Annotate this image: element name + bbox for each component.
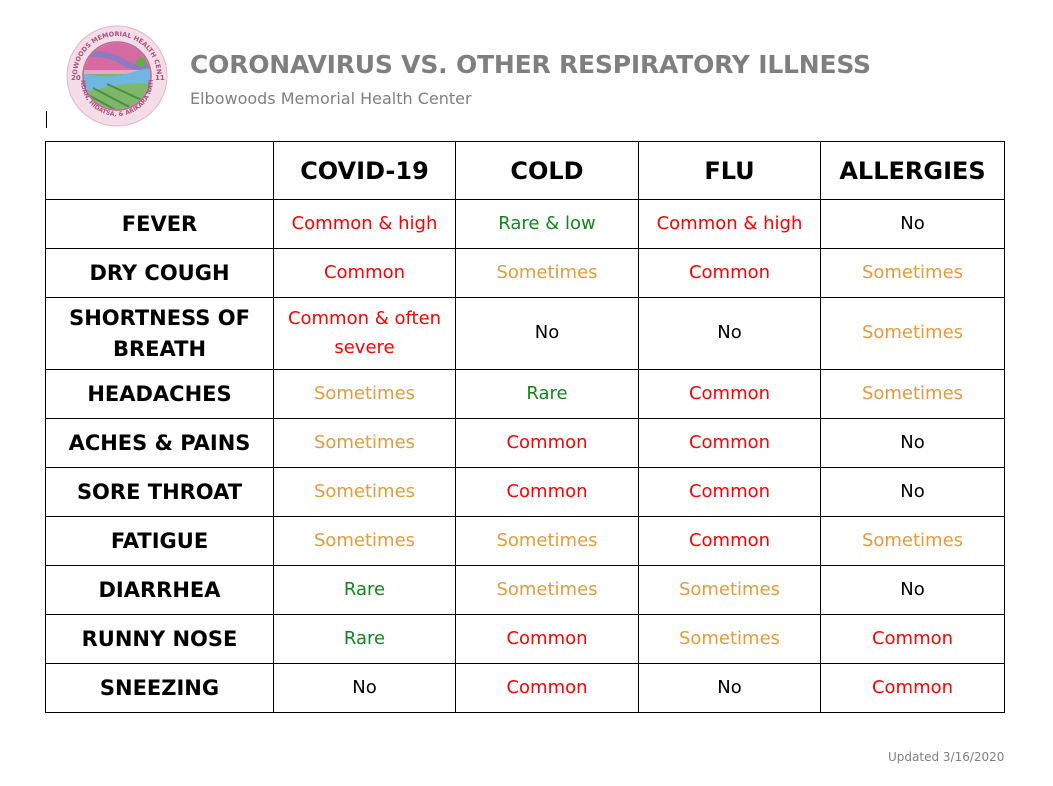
column-header-cold: COLD xyxy=(455,141,639,200)
symptom-label: ACHES & PAINS xyxy=(45,418,274,468)
table-row: RUNNY NOSE Rare Common Sometimes Common xyxy=(45,614,1005,664)
cell-allergies: Common xyxy=(820,663,1005,713)
symptom-label: SHORTNESS OF BREATH xyxy=(45,297,274,370)
health-center-logo: ELBOWOODS MEMORIAL HEALTH CENTER MANDAN,… xyxy=(60,16,171,130)
symptom-comparison-table: COVID-19 COLD FLU ALLERGIES FEVER Common … xyxy=(45,141,1005,713)
svg-text:20: 20 xyxy=(71,74,81,82)
symptom-label: FATIGUE xyxy=(45,516,274,566)
column-header-blank xyxy=(45,141,274,200)
cell-cold: Common xyxy=(455,614,639,664)
table-body: FEVER Common & high Rare & low Common & hig… xyxy=(45,199,1005,713)
cell-cold: No xyxy=(455,297,639,370)
table-row: SORE THROAT Sometimes Common Common No xyxy=(45,467,1005,517)
cell-covid: Sometimes xyxy=(273,418,456,468)
cell-cold: Sometimes xyxy=(455,516,639,566)
table-row: SNEEZING No Common No Common xyxy=(45,663,1005,713)
page-title: CORONAVIRUS VS. OTHER RESPIRATORY ILLNES… xyxy=(190,50,871,79)
table-row: FATIGUE Sometimes Sometimes Common Sometimes xyxy=(45,516,1005,566)
text-cursor xyxy=(46,111,47,128)
table-row: DRY COUGH Common Sometimes Common Sometimes xyxy=(45,248,1005,298)
cell-cold: Rare xyxy=(455,369,639,419)
cell-cold: Sometimes xyxy=(455,565,639,615)
table-header-row: COVID-19 COLD FLU ALLERGIES xyxy=(45,141,1005,200)
symptom-label: RUNNY NOSE xyxy=(45,614,274,664)
symptom-label: DRY COUGH xyxy=(45,248,274,298)
updated-date: Updated 3/16/2020 xyxy=(888,750,1005,764)
svg-text:11: 11 xyxy=(155,74,165,82)
cell-flu: No xyxy=(638,663,821,713)
symptom-label: SNEEZING xyxy=(45,663,274,713)
symptom-label: SORE THROAT xyxy=(45,467,274,517)
cell-covid: Sometimes xyxy=(273,467,456,517)
table-row: HEADACHES Sometimes Rare Common Sometimes xyxy=(45,369,1005,419)
table-row: ACHES & PAINS Sometimes Common Common No xyxy=(45,418,1005,468)
cell-covid: Common & high xyxy=(273,199,456,249)
cell-allergies: No xyxy=(820,467,1005,517)
column-header-flu: FLU xyxy=(638,141,821,200)
cell-allergies: No xyxy=(820,418,1005,468)
symptom-label: DIARRHEA xyxy=(45,565,274,615)
cell-covid: Rare xyxy=(273,614,456,664)
symptom-label: HEADACHES xyxy=(45,369,274,419)
cell-allergies: Sometimes xyxy=(820,369,1005,419)
cell-flu: Sometimes xyxy=(638,565,821,615)
cell-allergies: Sometimes xyxy=(820,248,1005,298)
cell-covid: No xyxy=(273,663,456,713)
cell-allergies: No xyxy=(820,565,1005,615)
column-header-covid: COVID-19 xyxy=(273,141,456,200)
cell-flu: Common xyxy=(638,467,821,517)
cell-allergies: Sometimes xyxy=(820,516,1005,566)
cell-flu: Common xyxy=(638,418,821,468)
page-subtitle: Elbowoods Memorial Health Center xyxy=(190,89,472,108)
cell-covid: Rare xyxy=(273,565,456,615)
cell-flu: Common xyxy=(638,369,821,419)
cell-flu: Sometimes xyxy=(638,614,821,664)
cell-flu: Common xyxy=(638,248,821,298)
cell-covid: Common xyxy=(273,248,456,298)
cell-cold: Rare & low xyxy=(455,199,639,249)
cell-cold: Common xyxy=(455,418,639,468)
cell-covid: Sometimes xyxy=(273,369,456,419)
cell-flu: Common xyxy=(638,516,821,566)
cell-cold: Common xyxy=(455,467,639,517)
cell-covid: Sometimes xyxy=(273,516,456,566)
cell-allergies: Common xyxy=(820,614,1005,664)
cell-cold: Common xyxy=(455,663,639,713)
cell-allergies: No xyxy=(820,199,1005,249)
column-header-allergies: ALLERGIES xyxy=(820,141,1005,200)
cell-flu: No xyxy=(638,297,821,370)
cell-covid: Common & often severe xyxy=(273,297,456,370)
cell-cold: Sometimes xyxy=(455,248,639,298)
symptom-label: FEVER xyxy=(45,199,274,249)
table-row: SHORTNESS OF BREATH Common & often severe… xyxy=(45,297,1005,370)
cell-allergies: Sometimes xyxy=(820,297,1005,370)
cell-flu: Common & high xyxy=(638,199,821,249)
table-row: DIARRHEA Rare Sometimes Sometimes No xyxy=(45,565,1005,615)
table-row: FEVER Common & high Rare & low Common & hig… xyxy=(45,199,1005,249)
